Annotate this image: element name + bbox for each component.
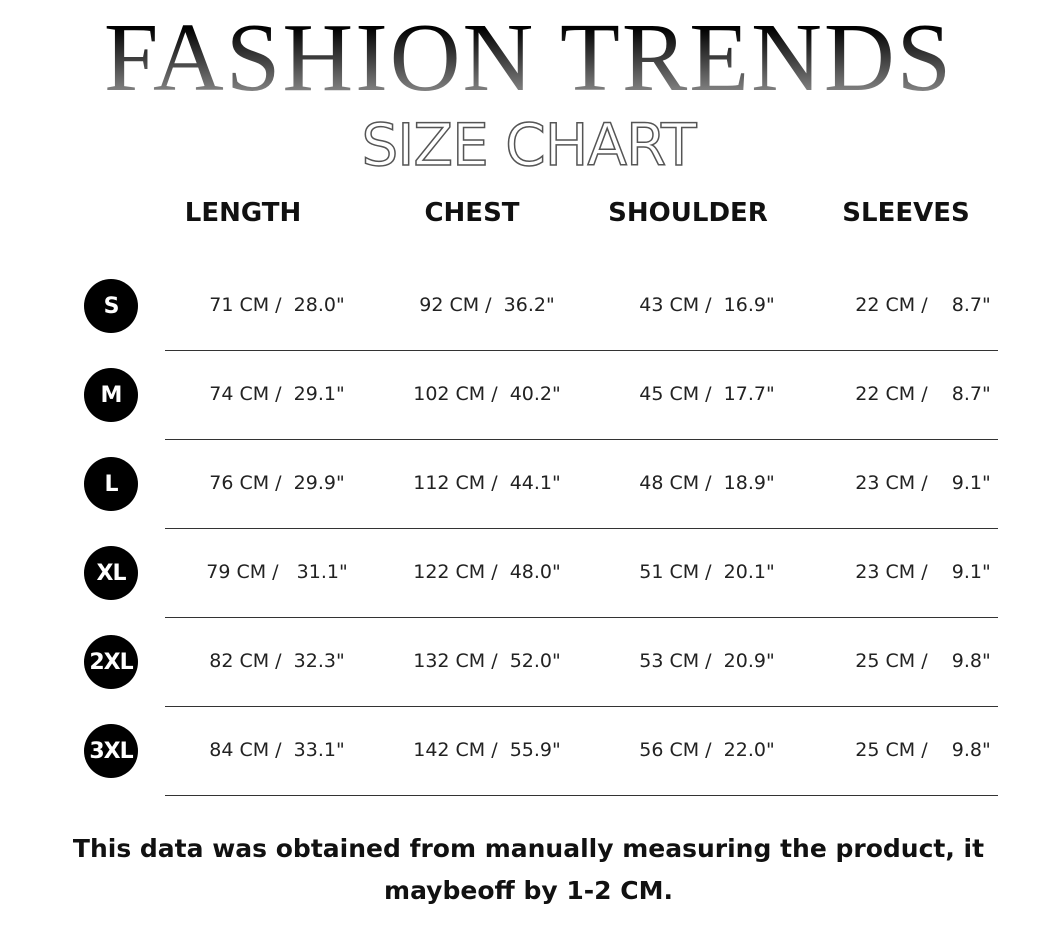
table-cell: 22 CM / 8.7" [855,383,991,405]
row-divider [165,528,998,529]
table-cell: 102 CM / 40.2" [413,383,561,405]
size-badge: S [84,279,138,333]
table-cell: 74 CM / 29.1" [209,383,345,405]
size-badge: 2XL [84,635,138,689]
header-shoulder: SHOULDER [608,198,768,228]
table-cell: 132 CM / 52.0" [413,650,561,672]
row-divider [165,617,998,618]
size-badge: L [84,457,138,511]
table-cell: 51 CM / 20.1" [639,561,775,583]
table-cell: 92 CM / 36.2" [419,294,555,316]
size-badge: M [84,368,138,422]
table-cell: 76 CM / 29.9" [209,472,345,494]
size-badge: 3XL [84,724,138,778]
measurement-note: This data was obtained from manually mea… [72,834,985,905]
row-divider [165,795,998,796]
table-cell: 23 CM / 9.1" [855,561,991,583]
table-cell: 71 CM / 28.0" [209,294,345,316]
table-cell: 79 CM / 31.1" [206,561,348,583]
row-divider [165,350,998,351]
header-sleeves: SLEEVES [842,198,970,228]
size-badge: XL [84,546,138,600]
table-cell: 142 CM / 55.9" [413,739,561,761]
table-cell: 82 CM / 32.3" [209,650,345,672]
table-cell: 112 CM / 44.1" [413,472,561,494]
table-cell: 43 CM / 16.9" [639,294,775,316]
table-cell: 84 CM / 33.1" [209,739,345,761]
table-cell: 25 CM / 9.8" [855,650,991,672]
table-cell: 25 CM / 9.8" [855,739,991,761]
table-cell: 53 CM / 20.9" [639,650,775,672]
row-divider [165,706,998,707]
table-cell: 23 CM / 9.1" [855,472,991,494]
table-cell: 48 CM / 18.9" [639,472,775,494]
table-cell: 56 CM / 22.0" [639,739,775,761]
table-cell: 22 CM / 8.7" [855,294,991,316]
row-divider [165,439,998,440]
header-length: LENGTH [184,198,302,228]
brand-title: FASHION TRENDS [0,8,1057,108]
size-chart-subtitle: SIZE CHART [361,111,698,179]
table-cell: 45 CM / 17.7" [639,383,775,405]
header-chest: CHEST [424,198,520,228]
table-cell: 122 CM / 48.0" [413,561,561,583]
